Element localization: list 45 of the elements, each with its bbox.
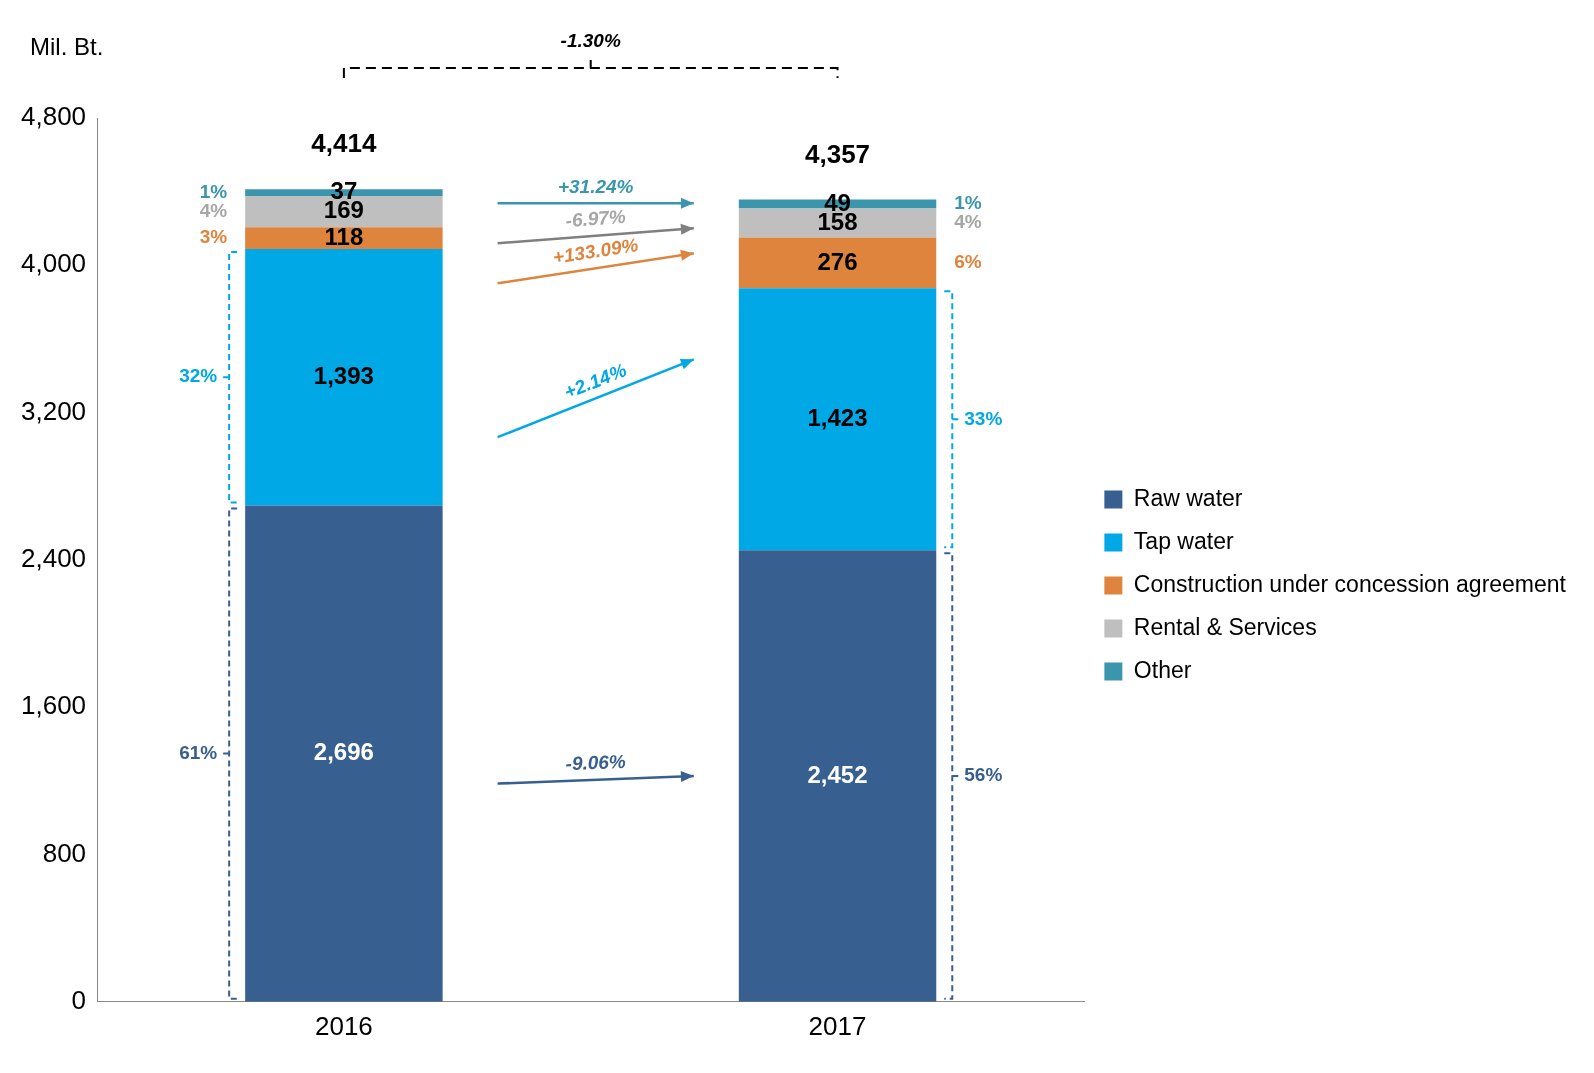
annotation: 32%: [179, 365, 218, 387]
data-label: 2,696: [313, 738, 374, 766]
legend-label: Tap water: [1133, 527, 1234, 554]
data-label: 1,393: [313, 361, 374, 389]
annotation: 33%: [964, 407, 1003, 429]
x-tick-label: 2016: [314, 1010, 373, 1041]
bar: [738, 237, 937, 289]
legend-label: Other: [1133, 656, 1192, 683]
annotation: 61%: [179, 741, 218, 763]
annotation: -9.06%: [565, 750, 627, 775]
data-label: 118: [324, 222, 364, 250]
annotation: 6%: [954, 251, 982, 273]
data-label: 276: [817, 247, 858, 275]
x-tick-label: 2017: [808, 1010, 867, 1041]
data-label: 1,423: [807, 403, 868, 431]
y-tick-label: 3,200: [20, 395, 87, 426]
total-label: 4,357: [805, 138, 871, 169]
annotation: +31.24%: [557, 175, 634, 197]
annotation: +133.09%: [551, 234, 640, 268]
annotation: 4%: [199, 199, 228, 221]
y-tick-label: 0: [71, 984, 87, 1015]
data-label: 2,452: [807, 760, 868, 788]
y-tick-label: 1,600: [20, 690, 87, 721]
legend-label: Raw water: [1133, 484, 1243, 511]
bar: [738, 288, 937, 551]
legend-label: Rental & Services: [1133, 613, 1317, 640]
annotation: +2.14%: [561, 359, 630, 403]
bar: [245, 227, 443, 249]
annotation: 1%: [954, 192, 982, 214]
text: -1.30%: [560, 30, 621, 52]
annotation: -6.97%: [564, 205, 627, 232]
bar: [245, 248, 443, 506]
y-tick-label: 800: [42, 837, 87, 868]
annotation: 1%: [199, 180, 228, 202]
annotation: 4%: [954, 211, 982, 233]
bar: [738, 550, 937, 1002]
y-tick-label: 4,000: [20, 248, 87, 279]
annotation: 56%: [964, 764, 1003, 786]
bar: [245, 505, 443, 1002]
annotation: 3%: [199, 226, 228, 248]
y-tick-label: 2,400: [20, 543, 87, 574]
legend-label: Construction under concession agreement: [1133, 570, 1567, 597]
y-tick-label: 4,800: [20, 101, 87, 132]
total-label: 4,414: [311, 128, 377, 159]
y-axis-title: Mil. Bt.: [30, 32, 104, 60]
